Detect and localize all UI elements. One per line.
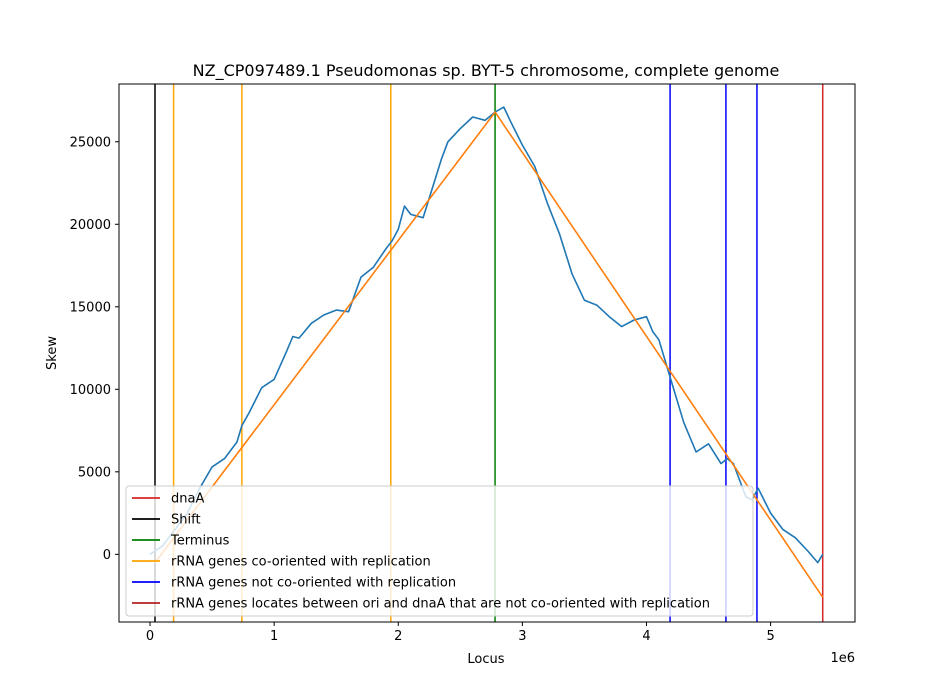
y-tick-label: 10000 [70,383,111,398]
legend-entry: rRNA genes locates between ori and dnaA … [171,597,710,612]
plot-area: 0 1 2 3 4 5 0 5000 10000 15000 20000 25000 dnaA Shift… [70,83,856,644]
chart-title: NZ_CP097489.1 Pseudomonas sp. BYT-5 chro… [193,61,780,81]
x-tick-label: 1 [270,629,278,644]
legend-entry: rRNA genes not co-oriented with replicat… [171,576,456,591]
x-tick-label: 3 [518,629,526,644]
axes-frame [118,83,856,623]
legend-entry: Shift [171,513,201,528]
x-tick-label: 0 [146,629,154,644]
x-tick-label: 2 [394,629,402,644]
x-offset-label: 1e6 [830,651,855,666]
x-tick-label: 4 [642,629,650,644]
legend-box [125,485,754,617]
y-tick-label: 20000 [70,218,111,233]
y-tick-label: 15000 [70,300,111,315]
series-line-fit [154,111,824,598]
x-axis-label: Locus [467,652,504,667]
y-tick-label: 0 [103,548,111,563]
legend-entry: rRNA genes co-oriented with replication [171,555,431,570]
y-tick-label: 25000 [70,135,111,150]
y-axis-label: Skew [45,336,60,370]
y-tick-label: 5000 [78,465,111,480]
legend-entry: Terminus [170,534,230,549]
legend-entry: dnaA [171,492,204,507]
x-tick-label: 5 [766,629,774,644]
series-line-skew [149,106,824,564]
legend: dnaA Shift Terminus rRNA genes co-oriented … [125,485,754,617]
